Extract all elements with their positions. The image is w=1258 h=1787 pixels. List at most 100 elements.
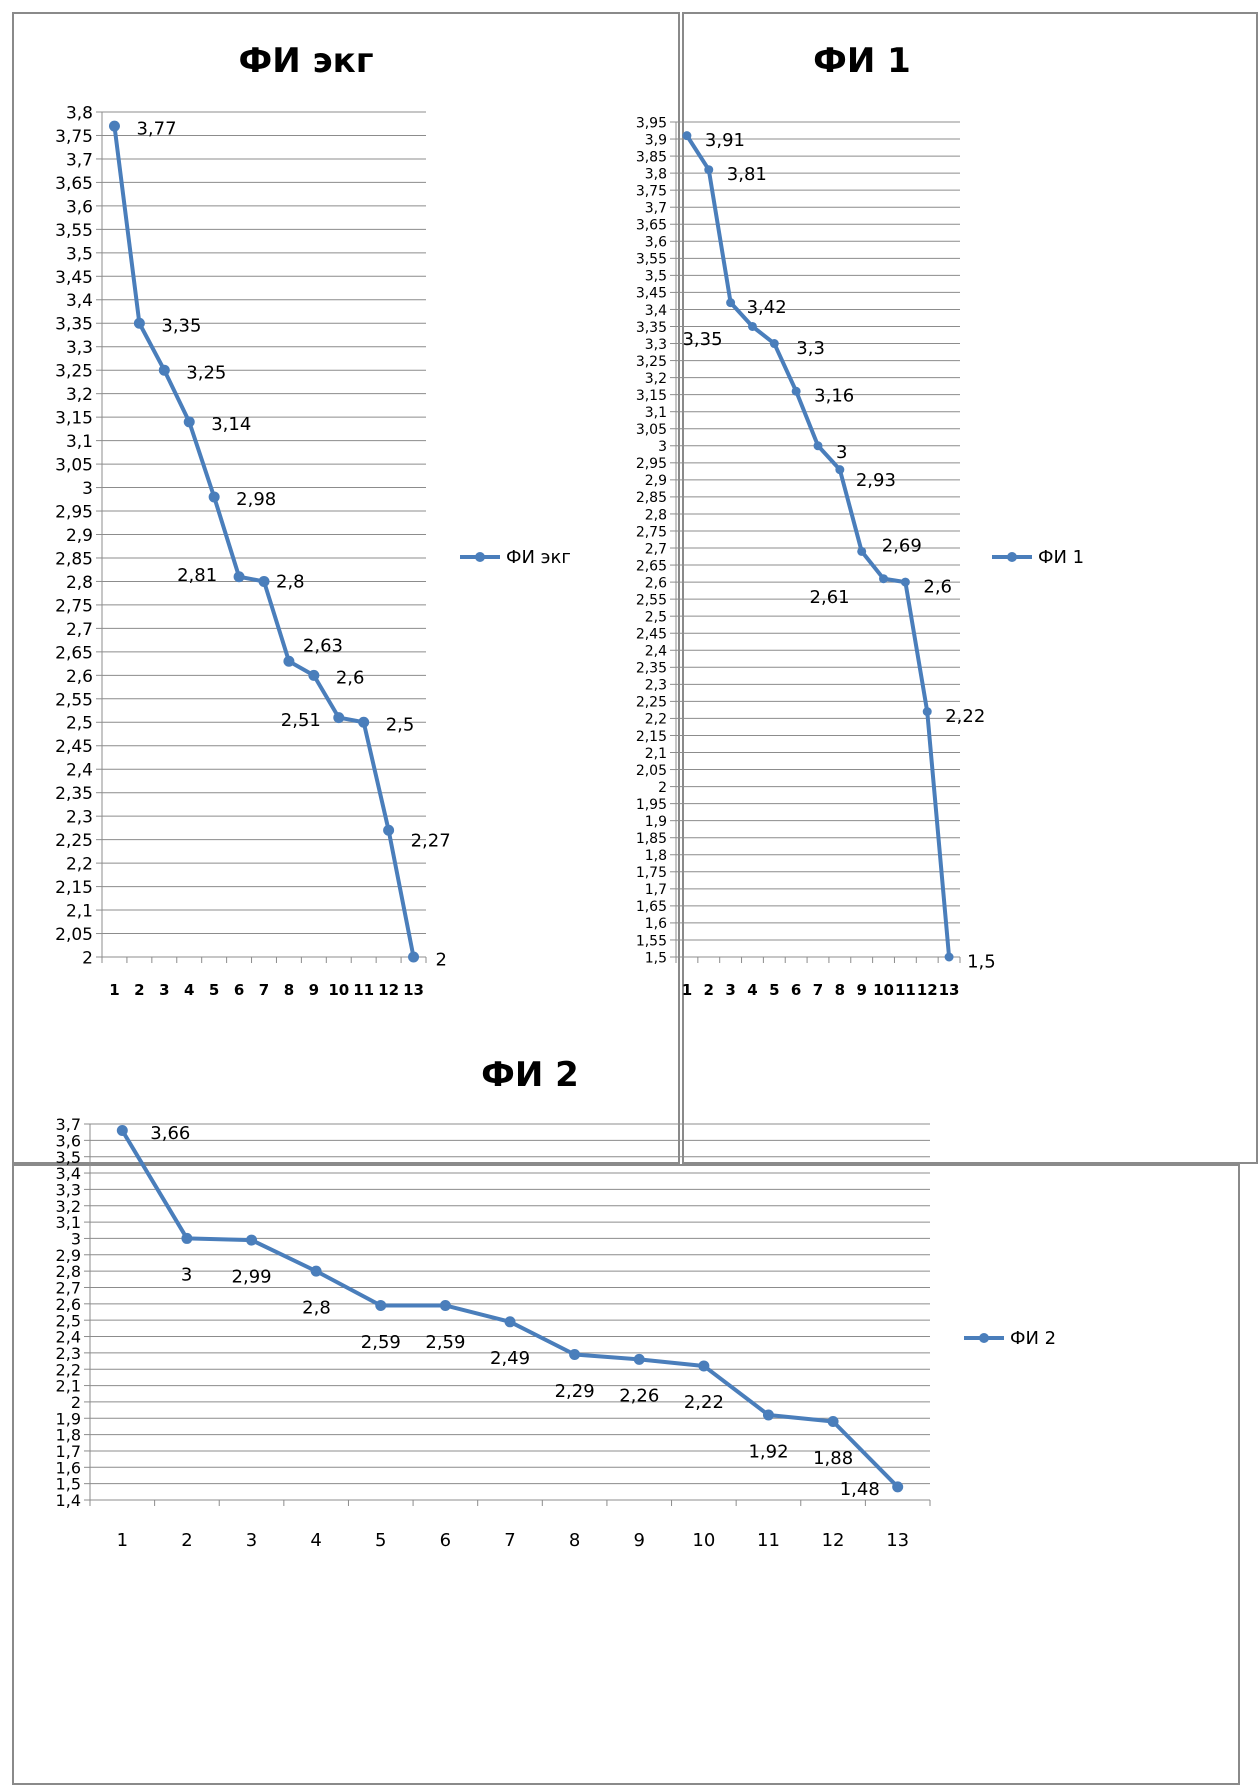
y-tick-label: 2,65: [636, 558, 667, 574]
data-point: [108, 120, 120, 132]
y-tick-label: 2,9: [56, 1246, 81, 1265]
data-point: [116, 1125, 128, 1137]
data-point: [375, 1299, 387, 1311]
y-tick-label: 2,15: [636, 729, 667, 745]
y-tick-label: 2,25: [55, 831, 93, 851]
data-point: [704, 165, 714, 175]
y-tick-label: 2,85: [55, 549, 93, 569]
y-tick-label: 2,45: [55, 737, 93, 757]
x-tick-label: 6: [791, 981, 801, 999]
chart-fi-1: ФИ 11,51,551,61,651,71,751,81,851,91,952…: [636, 41, 1084, 999]
y-tick-label: 1,75: [636, 865, 667, 881]
data-label: 2,27: [411, 831, 451, 852]
legend-swatch-marker: [1007, 552, 1017, 562]
y-tick-label: 2,45: [636, 627, 667, 643]
data-point: [181, 1232, 193, 1244]
data-point: [408, 951, 420, 963]
data-point: [944, 952, 954, 962]
data-point: [682, 131, 692, 141]
x-tick-label: 10: [692, 1530, 715, 1551]
y-tick-label: 3,7: [645, 201, 667, 217]
y-tick-label: 3,55: [636, 252, 667, 268]
data-point: [258, 575, 270, 587]
x-tick-label: 9: [309, 981, 319, 999]
y-tick-label: 2,1: [66, 902, 93, 922]
data-point: [633, 1353, 645, 1365]
data-point: [747, 321, 757, 331]
y-tick-label: 3,3: [56, 1180, 81, 1199]
legend-entry: ФИ экг: [506, 547, 571, 568]
data-point: [233, 571, 245, 583]
chart-panel-fi-1: ФИ 1 1,5 1,55 1,6 1,65 1,7 1,75 1,8 1,85 1,9 1,95 2…: [636, 12, 1258, 1164]
data-label: 2,61: [810, 587, 850, 608]
y-tick-label: 2,4: [645, 644, 667, 660]
data-label: 2,6: [336, 668, 365, 689]
y-tick-label: 3,35: [55, 315, 93, 335]
x-tick-label: 8: [284, 981, 294, 999]
x-tick-label: 2: [134, 981, 144, 999]
series-line: [112, 125, 416, 958]
x-tick-label: 9: [634, 1530, 645, 1551]
y-tick-label: 2,2: [56, 1360, 81, 1379]
data-label: 2,63: [303, 636, 343, 657]
data-label: 2,81: [177, 565, 217, 586]
y-tick-label: 2,55: [636, 592, 667, 608]
y-tick-label: 3: [71, 1230, 81, 1249]
data-label: 3,35: [682, 329, 722, 350]
y-tick-label: 1,4: [56, 1491, 81, 1510]
x-tick-label: 2: [704, 981, 714, 999]
y-tick-label: 2,6: [66, 667, 93, 687]
data-point: [133, 317, 145, 329]
x-tick-label: 5: [375, 1530, 386, 1551]
y-tick-label: 3,25: [636, 354, 667, 370]
y-tick-label: 3,2: [66, 385, 93, 405]
y-tick-label: 2,8: [56, 1262, 81, 1281]
y-tick-label: 3,05: [636, 422, 667, 438]
chart-title: ФИ 2: [481, 1055, 579, 1095]
data-label: 2,51: [281, 710, 321, 731]
data-point: [857, 546, 867, 556]
y-tick-label: 3,45: [636, 286, 667, 302]
y-tick-label: 2,05: [55, 925, 93, 945]
y-tick-label: 3: [658, 439, 667, 455]
x-tick-label: 8: [569, 1530, 580, 1551]
y-tick-label: 3,5: [645, 269, 667, 285]
legend-entry: ФИ 1: [1038, 547, 1084, 568]
y-tick-label: 2,5: [645, 610, 667, 626]
data-label: 3,14: [211, 414, 251, 435]
y-tick-label: 1,9: [645, 814, 667, 830]
data-point: [246, 1234, 258, 1246]
data-label: 2: [436, 949, 447, 970]
y-tick-label: 3,15: [55, 409, 93, 429]
y-tick-label: 1,6: [645, 916, 667, 932]
y-tick-label: 2,25: [636, 695, 667, 711]
data-label: 1,92: [748, 1441, 788, 1462]
data-point: [569, 1349, 581, 1361]
chart-fi-ekg: ФИ экг 2 2,05 2,1 2,15 2,2 2,25 2,3 2,35 2,4 2,45 2…: [55, 41, 571, 999]
y-tick-label: 3,3: [66, 338, 93, 358]
y-tick-label: 3,1: [66, 432, 93, 452]
y-tick-label: 2,2: [645, 712, 667, 728]
y-tick-label: 3,8: [645, 166, 667, 182]
data-point: [769, 339, 779, 349]
y-tick-label: 3,2: [645, 371, 667, 387]
chart-title: ФИ 1: [813, 41, 911, 81]
x-tick-label: 13: [939, 981, 960, 999]
x-tick-label: 6: [234, 981, 244, 999]
x-tick-label: 6: [440, 1530, 451, 1551]
y-tick-label: 2,5: [56, 1311, 81, 1330]
y-tick-label: 2,6: [645, 575, 667, 591]
y-tick-label: 1,55: [636, 933, 667, 949]
chart-panel-fi-ekg: ФИ экг 2 2,05 2,1 2,15 2,2 2,25 2,3 2,35 2,4 2,45 2…: [12, 12, 680, 1164]
y-tick-label: 3,95: [636, 115, 667, 131]
data-label: 3,35: [161, 316, 201, 337]
y-tick-label: 3,25: [55, 362, 93, 382]
y-tick-label: 2,8: [66, 573, 93, 593]
data-label: 2,8: [276, 572, 305, 593]
y-tick-label: 1,5: [645, 950, 667, 966]
y-tick-label: 3,6: [66, 197, 93, 217]
data-label: 1,5: [967, 951, 996, 972]
x-tick-label: 9: [856, 981, 866, 999]
data-label: 2,29: [555, 1381, 595, 1402]
y-tick-label: 1,95: [636, 797, 667, 813]
